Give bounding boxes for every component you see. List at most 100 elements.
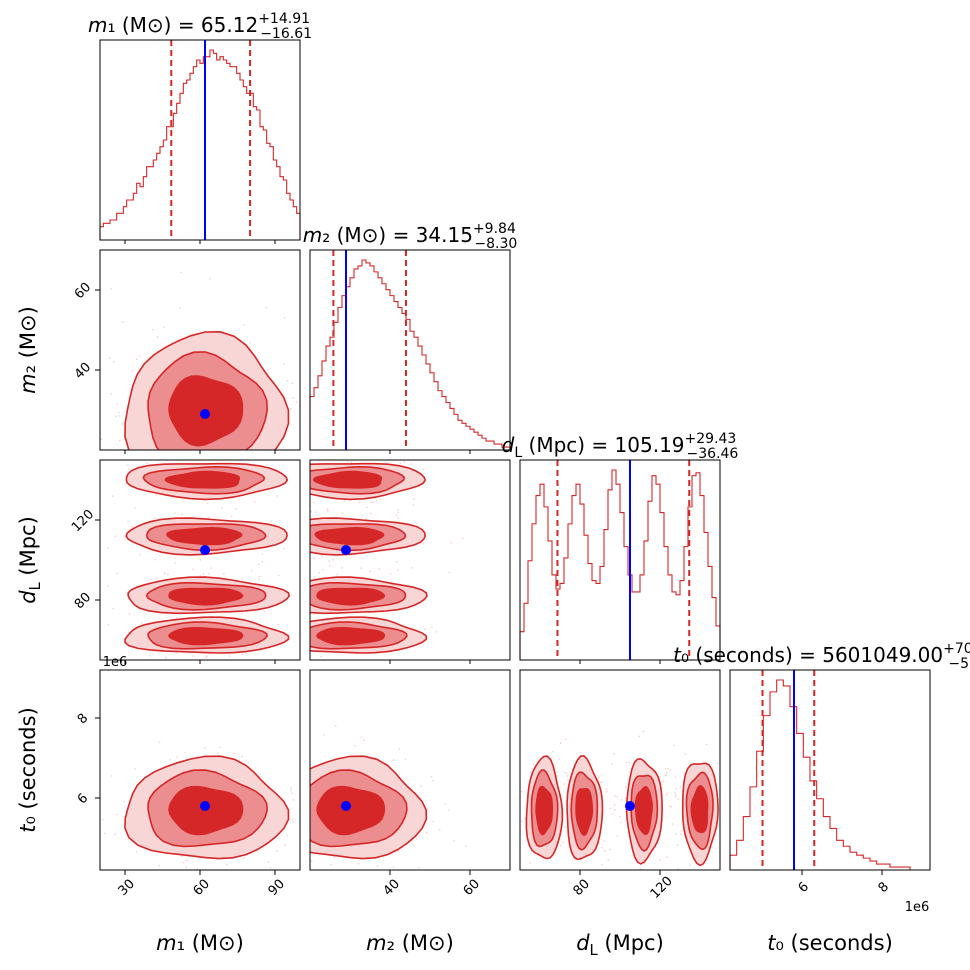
sample-point [395,561,398,563]
x-tick-label: 120 [648,874,676,902]
sample-point [624,785,627,788]
sample-point [267,369,269,371]
truth-point [200,801,210,811]
sample-point [366,506,368,509]
sample-point [665,794,668,797]
sample-point [559,742,562,744]
sample-point [306,535,308,537]
sample-point [273,579,275,581]
sample-point [103,832,106,835]
sample-point [258,575,261,578]
sample-point [601,781,604,783]
sample-point [444,802,447,805]
axes-frame [309,669,511,871]
sample-point [280,779,282,781]
sample-point [389,676,391,678]
sample-point [205,656,208,659]
sample-point [558,758,561,760]
sample-point [217,451,219,453]
sample-point [369,871,371,873]
sample-point [131,369,134,372]
sample-point [332,558,335,561]
panel-title-m1: m₁ (M⊙) = 65.12+14.91 −16.61 [88,11,312,42]
sample-point [293,437,295,439]
sample-point [304,548,306,550]
sample-point [276,850,279,853]
sample-point [153,517,156,520]
sample-point [138,355,141,358]
sample-point [261,560,264,563]
sample-point [669,768,672,771]
sample-point [465,845,468,848]
sample-point [134,768,136,770]
sample-point [155,494,158,496]
sample-point [283,508,285,510]
sample-point [186,859,188,862]
sample-point [716,762,719,765]
sample-point [306,805,308,807]
sample-point [448,809,450,811]
sample-point [305,787,307,789]
sample-point [274,523,276,526]
sample-point [676,844,679,846]
sample-point [412,498,415,501]
sample-point [732,810,734,812]
sample-point [242,656,244,658]
sample-point [151,503,153,505]
sample-point [670,805,673,808]
sample-point [567,778,569,781]
sample-point [412,844,415,846]
sample-point [165,656,167,659]
sample-point [307,811,309,813]
sample-point [432,820,435,823]
x-tick-label: 6 [796,880,812,896]
sample-point [412,504,415,506]
sample-point [307,489,309,491]
sample-point [604,849,606,852]
sample-point [362,557,364,560]
sample-point [348,451,350,453]
sample-point [286,829,288,831]
sample-point [292,820,295,823]
sample-point [158,864,161,867]
sample-point [179,307,182,310]
panel-m1-dl [60,451,301,661]
sample-point [608,848,611,851]
truth-point [341,801,351,811]
sample-point [453,839,456,842]
sample-point [288,871,290,873]
sample-point [290,836,292,838]
sample-point [60,619,62,621]
sample-point [369,570,372,573]
sample-point [306,335,308,337]
sample-point [110,775,113,777]
sample-point [180,855,183,858]
sample-point [176,756,178,759]
sample-point [219,746,222,749]
sample-point [210,567,212,570]
sample-point [725,808,727,810]
contour-level-3 [316,626,386,646]
sample-point [680,833,683,836]
sample-point [510,812,512,814]
sample-point [564,826,567,828]
sample-point [679,785,682,788]
sample-point [111,495,114,497]
sample-point [112,607,114,610]
sample-point [666,767,669,770]
sample-point [107,624,110,626]
sample-point [100,438,103,441]
sample-point [118,411,121,414]
sample-point [674,796,677,799]
truth-point [341,545,351,555]
sample-point [270,520,273,522]
sample-point [271,453,273,455]
sample-point [397,511,399,514]
sample-point [245,652,248,655]
sample-point [318,571,321,574]
sample-point [277,650,279,652]
sample-point [722,763,724,765]
sample-point [221,506,223,509]
sample-point [341,512,344,515]
sample-point [448,571,451,574]
